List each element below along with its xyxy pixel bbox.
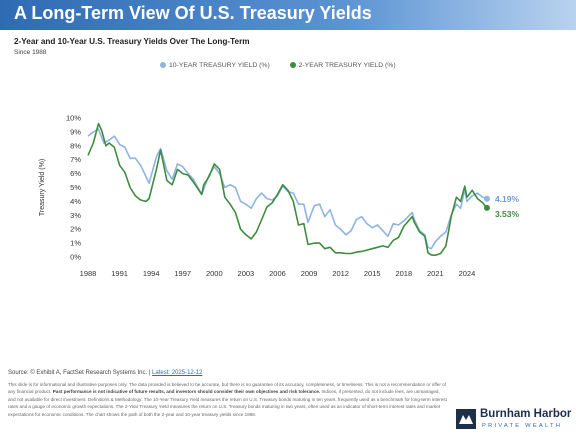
y-tick-label: 4% bbox=[70, 197, 81, 206]
yield-chart: 0% 1% 2% 3% 4% 5% 6% 7% 8% 9% 10% 1988 1991 1994 1997 2… bbox=[39, 114, 520, 279]
x-tick-label: 1991 bbox=[111, 269, 128, 278]
x-tick-label: 2012 bbox=[332, 269, 349, 278]
y-tick-label: 8% bbox=[70, 141, 81, 150]
source-text: Source: © Exhibit A, FactSet Research Sy… bbox=[8, 370, 151, 376]
x-tick-label: 1997 bbox=[174, 269, 191, 278]
x-tick-label: 2015 bbox=[364, 269, 381, 278]
legend-swatch-10y bbox=[160, 62, 166, 69]
ten-year-yield-line bbox=[87, 128, 488, 250]
disclaimer-text-2: Indices, if presented, do not include fe… bbox=[8, 389, 447, 417]
y-axis-label: Treasury Yield (%) bbox=[39, 159, 46, 216]
y-tick-label: 3% bbox=[70, 211, 81, 220]
legend-label-10y: 10-YEAR TREASURY YIELD (%) bbox=[169, 62, 270, 69]
legend-item-10y: 10-YEAR TREASURY YIELD (%) bbox=[160, 62, 270, 69]
disclaimer: This slide is for informational and illu… bbox=[8, 381, 448, 418]
chart-subtitle: 2-Year and 10-Year U.S. Treasury Yields … bbox=[14, 37, 250, 46]
chart-legend: 10-YEAR TREASURY YIELD (%) 2-YEAR TREASU… bbox=[160, 62, 414, 69]
y-tick-label: 1% bbox=[70, 239, 81, 248]
page-title: A Long-Term View Of U.S. Treasury Yields bbox=[14, 3, 372, 23]
two-year-yield-line bbox=[87, 122, 488, 257]
y-tick-label: 2% bbox=[70, 225, 81, 234]
x-tick-label: 2003 bbox=[238, 269, 255, 278]
latest-date-link[interactable]: Latest: 2025-12-12 bbox=[152, 370, 203, 376]
ten-year-end-label: 4.19% bbox=[495, 194, 520, 204]
y-tick-label: 10% bbox=[66, 114, 81, 123]
x-tick-label: 1994 bbox=[143, 269, 160, 278]
x-tick-label: 2021 bbox=[427, 269, 444, 278]
title-band: A Long-Term View Of U.S. Treasury Yields bbox=[0, 0, 576, 30]
y-tick-label: 9% bbox=[70, 127, 81, 136]
y-tick-label: 5% bbox=[70, 183, 81, 192]
x-tick-label: 2024 bbox=[459, 269, 476, 278]
y-tick-label: 7% bbox=[70, 155, 81, 164]
logo-mark-icon bbox=[456, 409, 476, 429]
since-label: Since 1988 bbox=[14, 49, 47, 56]
legend-label-2y: 2-YEAR TREASURY YIELD (%) bbox=[298, 62, 396, 69]
ten-year-yield-end-point bbox=[483, 195, 490, 202]
y-tick-label: 0% bbox=[70, 253, 81, 262]
company-logo: Burnham Harbor PRIVATE WEALTH bbox=[456, 408, 571, 434]
logo-name: Burnham Harbor bbox=[480, 408, 572, 420]
x-tick-label: 2009 bbox=[301, 269, 318, 278]
x-tick-label: 2006 bbox=[269, 269, 286, 278]
x-tick-label: 1988 bbox=[80, 269, 97, 278]
disclaimer-text-1: This slide is for informational and illu… bbox=[8, 382, 446, 395]
source-line: Source: © Exhibit A, FactSet Research Sy… bbox=[8, 370, 202, 376]
two-year-end-label: 3.53% bbox=[495, 209, 520, 219]
legend-swatch-2y bbox=[289, 62, 296, 69]
logo-subtitle: PRIVATE WEALTH bbox=[482, 423, 563, 429]
y-tick-label: 6% bbox=[70, 169, 81, 178]
legend-item-2y: 2-YEAR TREASURY YIELD (%) bbox=[289, 62, 396, 69]
x-tick-label: 2000 bbox=[206, 269, 223, 278]
two-year-yield-end-point bbox=[483, 204, 490, 211]
disclaimer-bold: Past performance is not indicative of fu… bbox=[52, 389, 321, 395]
x-tick-label: 2018 bbox=[395, 269, 412, 278]
